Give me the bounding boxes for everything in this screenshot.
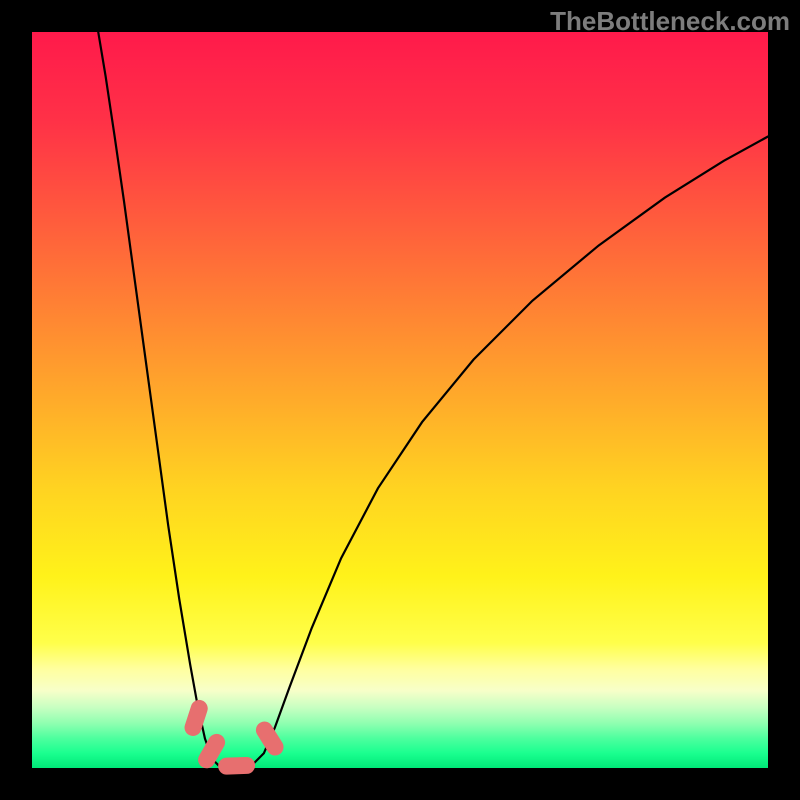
valley-marker	[218, 757, 255, 774]
watermark-text: TheBottleneck.com	[550, 6, 790, 37]
chart-container: TheBottleneck.com	[0, 0, 800, 800]
left-curve	[98, 32, 230, 768]
right-curve	[242, 137, 768, 768]
valley-marker	[253, 719, 286, 758]
curve-layer	[0, 0, 800, 800]
valley-marker	[183, 698, 209, 737]
